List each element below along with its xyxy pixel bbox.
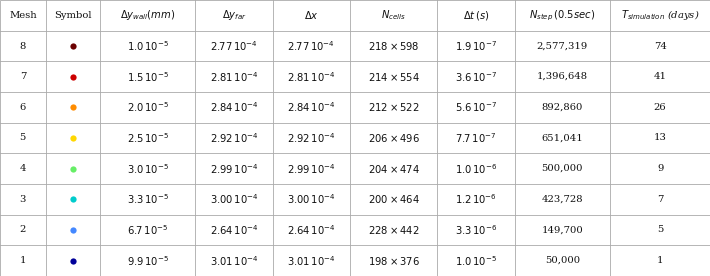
Text: $200 \times 464$: $200 \times 464$ [368, 193, 420, 205]
Text: $3.01\,10^{-4}$: $3.01\,10^{-4}$ [287, 254, 336, 267]
Text: $2.64\,10^{-4}$: $2.64\,10^{-4}$ [287, 223, 336, 237]
Text: 4: 4 [20, 164, 26, 173]
Text: $206 \times 496$: $206 \times 496$ [368, 132, 420, 144]
Text: $3.3\,10^{-5}$: $3.3\,10^{-5}$ [126, 192, 168, 206]
Text: $1.9\,10^{-7}$: $1.9\,10^{-7}$ [455, 39, 497, 53]
Text: $218 \times 598$: $218 \times 598$ [368, 40, 420, 52]
Text: 26: 26 [654, 103, 667, 112]
Text: $1.0\,10^{-5}$: $1.0\,10^{-5}$ [126, 39, 168, 53]
Text: $3.00\,10^{-4}$: $3.00\,10^{-4}$ [287, 192, 336, 206]
Text: 1,396,648: 1,396,648 [537, 72, 588, 81]
Text: $2.81\,10^{-4}$: $2.81\,10^{-4}$ [287, 70, 336, 84]
Text: $6.7\,10^{-5}$: $6.7\,10^{-5}$ [127, 223, 168, 237]
Text: Symbol: Symbol [54, 11, 92, 20]
Text: 500,000: 500,000 [542, 164, 583, 173]
Text: 50,000: 50,000 [545, 256, 580, 265]
Text: $1.2\,10^{-6}$: $1.2\,10^{-6}$ [455, 192, 497, 206]
Text: 1: 1 [20, 256, 26, 265]
Text: 7: 7 [657, 195, 663, 204]
Text: 423,728: 423,728 [542, 195, 583, 204]
Text: $3.3\,10^{-6}$: $3.3\,10^{-6}$ [455, 223, 497, 237]
Text: $\Delta y_{wall}(mm)$: $\Delta y_{wall}(mm)$ [120, 8, 175, 22]
Text: 74: 74 [654, 41, 667, 51]
Text: $5.6\,10^{-7}$: $5.6\,10^{-7}$ [455, 100, 497, 114]
Text: $2.77\,10^{-4}$: $2.77\,10^{-4}$ [288, 39, 335, 53]
Text: $2.64\,10^{-4}$: $2.64\,10^{-4}$ [209, 223, 258, 237]
Text: $N_{cells}$: $N_{cells}$ [381, 9, 406, 22]
Text: $2.99\,10^{-4}$: $2.99\,10^{-4}$ [209, 162, 258, 176]
Text: $\Delta y_{far}$: $\Delta y_{far}$ [222, 8, 246, 22]
Text: $2.92\,10^{-4}$: $2.92\,10^{-4}$ [209, 131, 258, 145]
Text: $9.9\,10^{-5}$: $9.9\,10^{-5}$ [126, 254, 168, 267]
Text: 13: 13 [654, 134, 667, 142]
Text: 5: 5 [657, 225, 663, 235]
Text: $3.00\,10^{-4}$: $3.00\,10^{-4}$ [209, 192, 258, 206]
Text: $T_{simulation}$ (days): $T_{simulation}$ (days) [621, 8, 699, 22]
Text: 6: 6 [20, 103, 26, 112]
Text: $2.5\,10^{-5}$: $2.5\,10^{-5}$ [126, 131, 168, 145]
Text: $2.81\,10^{-4}$: $2.81\,10^{-4}$ [210, 70, 258, 84]
Text: $2.77\,10^{-4}$: $2.77\,10^{-4}$ [210, 39, 258, 53]
Text: 892,860: 892,860 [542, 103, 583, 112]
Text: 7: 7 [20, 72, 26, 81]
Text: $1.0\,10^{-5}$: $1.0\,10^{-5}$ [455, 254, 497, 267]
Text: 41: 41 [654, 72, 667, 81]
Text: $\Delta x$: $\Delta x$ [304, 9, 319, 21]
Text: 5: 5 [20, 134, 26, 142]
Text: 2,577,319: 2,577,319 [537, 41, 588, 51]
Text: $214 \times 554$: $214 \times 554$ [368, 71, 420, 83]
Text: 3: 3 [20, 195, 26, 204]
Text: $\Delta t\,(s)$: $\Delta t\,(s)$ [463, 9, 489, 22]
Text: 9: 9 [657, 164, 663, 173]
Text: $3.01\,10^{-4}$: $3.01\,10^{-4}$ [209, 254, 258, 267]
Text: $1.5\,10^{-5}$: $1.5\,10^{-5}$ [126, 70, 168, 84]
Text: $212 \times 522$: $212 \times 522$ [368, 101, 420, 113]
Text: $198 \times 376$: $198 \times 376$ [368, 255, 420, 267]
Text: $1.0\,10^{-6}$: $1.0\,10^{-6}$ [455, 162, 497, 176]
Text: Mesh: Mesh [9, 11, 37, 20]
Text: $2.84\,10^{-4}$: $2.84\,10^{-4}$ [287, 100, 336, 114]
Text: 651,041: 651,041 [542, 134, 584, 142]
Text: $N_{step}\,(0.5sec)$: $N_{step}\,(0.5sec)$ [529, 8, 596, 23]
Text: $3.6\,10^{-7}$: $3.6\,10^{-7}$ [455, 70, 497, 84]
Text: $2.92\,10^{-4}$: $2.92\,10^{-4}$ [287, 131, 336, 145]
Text: $7.7\,10^{-7}$: $7.7\,10^{-7}$ [455, 131, 496, 145]
Text: $2.99\,10^{-4}$: $2.99\,10^{-4}$ [287, 162, 336, 176]
Text: 1: 1 [657, 256, 663, 265]
Text: 8: 8 [20, 41, 26, 51]
Text: $228 \times 442$: $228 \times 442$ [368, 224, 420, 236]
Text: $2.0\,10^{-5}$: $2.0\,10^{-5}$ [126, 100, 168, 114]
Text: $3.0\,10^{-5}$: $3.0\,10^{-5}$ [126, 162, 168, 176]
Text: 2: 2 [20, 225, 26, 235]
Text: 149,700: 149,700 [542, 225, 584, 235]
Text: $204 \times 474$: $204 \times 474$ [368, 163, 420, 175]
Text: $2.84\,10^{-4}$: $2.84\,10^{-4}$ [210, 100, 258, 114]
